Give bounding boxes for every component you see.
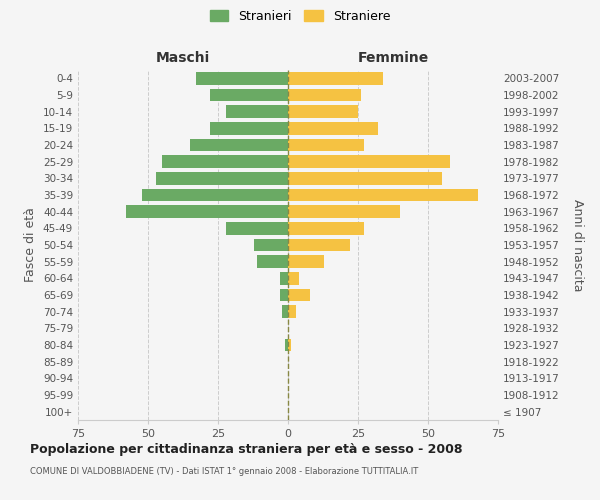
Bar: [288, 306, 296, 318]
Bar: [196, 72, 288, 85]
Y-axis label: Fasce di età: Fasce di età: [25, 208, 37, 282]
Bar: [283, 306, 288, 318]
Bar: [125, 206, 288, 218]
Bar: [285, 339, 288, 351]
Text: Femmine: Femmine: [358, 51, 428, 65]
Bar: [288, 239, 350, 251]
Text: Maschi: Maschi: [156, 51, 210, 65]
Bar: [288, 172, 442, 184]
Bar: [190, 138, 288, 151]
Bar: [288, 122, 377, 134]
Bar: [288, 156, 451, 168]
Text: Popolazione per cittadinanza straniera per età e sesso - 2008: Popolazione per cittadinanza straniera p…: [30, 442, 463, 456]
Bar: [157, 172, 288, 184]
Bar: [209, 122, 288, 134]
Bar: [288, 256, 325, 268]
Bar: [142, 188, 288, 201]
Bar: [288, 138, 364, 151]
Bar: [254, 239, 288, 251]
Bar: [288, 188, 478, 201]
Bar: [288, 222, 364, 234]
Bar: [288, 206, 400, 218]
Bar: [280, 272, 288, 284]
Bar: [288, 272, 299, 284]
Bar: [162, 156, 288, 168]
Bar: [288, 339, 291, 351]
Legend: Stranieri, Straniere: Stranieri, Straniere: [206, 6, 394, 26]
Text: COMUNE DI VALDOBBIADENE (TV) - Dati ISTAT 1° gennaio 2008 - Elaborazione TUTTITA: COMUNE DI VALDOBBIADENE (TV) - Dati ISTA…: [30, 468, 418, 476]
Bar: [257, 256, 288, 268]
Bar: [288, 106, 358, 118]
Y-axis label: Anni di nascita: Anni di nascita: [571, 198, 584, 291]
Bar: [288, 89, 361, 101]
Bar: [226, 222, 288, 234]
Bar: [288, 289, 310, 301]
Bar: [280, 289, 288, 301]
Bar: [288, 72, 383, 85]
Bar: [226, 106, 288, 118]
Bar: [209, 89, 288, 101]
